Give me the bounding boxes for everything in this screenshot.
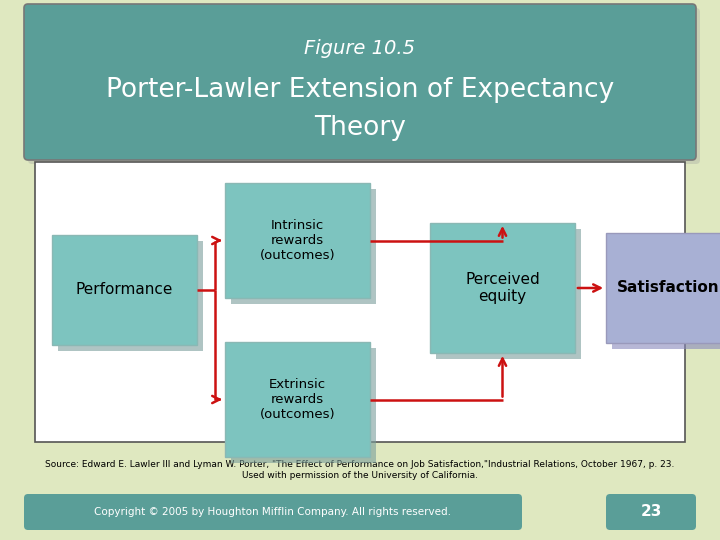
FancyBboxPatch shape — [28, 8, 700, 164]
FancyBboxPatch shape — [231, 348, 376, 463]
FancyBboxPatch shape — [231, 189, 376, 304]
FancyBboxPatch shape — [52, 235, 197, 345]
Text: 23: 23 — [640, 504, 662, 519]
FancyBboxPatch shape — [606, 494, 696, 530]
Text: Intrinsic
rewards
(outcomes): Intrinsic rewards (outcomes) — [260, 219, 336, 262]
Text: Perceived
equity: Perceived equity — [465, 272, 540, 304]
FancyBboxPatch shape — [436, 229, 581, 359]
FancyBboxPatch shape — [24, 4, 696, 160]
Text: Source: Edward E. Lawler III and Lyman W. Porter, "The Effect of Performance on : Source: Edward E. Lawler III and Lyman W… — [45, 460, 675, 480]
FancyBboxPatch shape — [58, 241, 203, 351]
FancyBboxPatch shape — [24, 494, 522, 530]
FancyBboxPatch shape — [606, 233, 720, 343]
FancyBboxPatch shape — [35, 162, 685, 442]
FancyBboxPatch shape — [430, 223, 575, 353]
Text: Theory: Theory — [314, 115, 406, 141]
Text: Copyright © 2005 by Houghton Mifflin Company. All rights reserved.: Copyright © 2005 by Houghton Mifflin Com… — [94, 507, 451, 517]
FancyBboxPatch shape — [225, 183, 370, 298]
Text: Porter-Lawler Extension of Expectancy: Porter-Lawler Extension of Expectancy — [106, 77, 614, 103]
FancyBboxPatch shape — [225, 342, 370, 457]
Text: Figure 10.5: Figure 10.5 — [305, 38, 415, 57]
Text: Performance: Performance — [76, 282, 174, 298]
Text: Satisfaction: Satisfaction — [617, 280, 720, 295]
FancyBboxPatch shape — [612, 239, 720, 349]
Text: Extrinsic
rewards
(outcomes): Extrinsic rewards (outcomes) — [260, 378, 336, 421]
